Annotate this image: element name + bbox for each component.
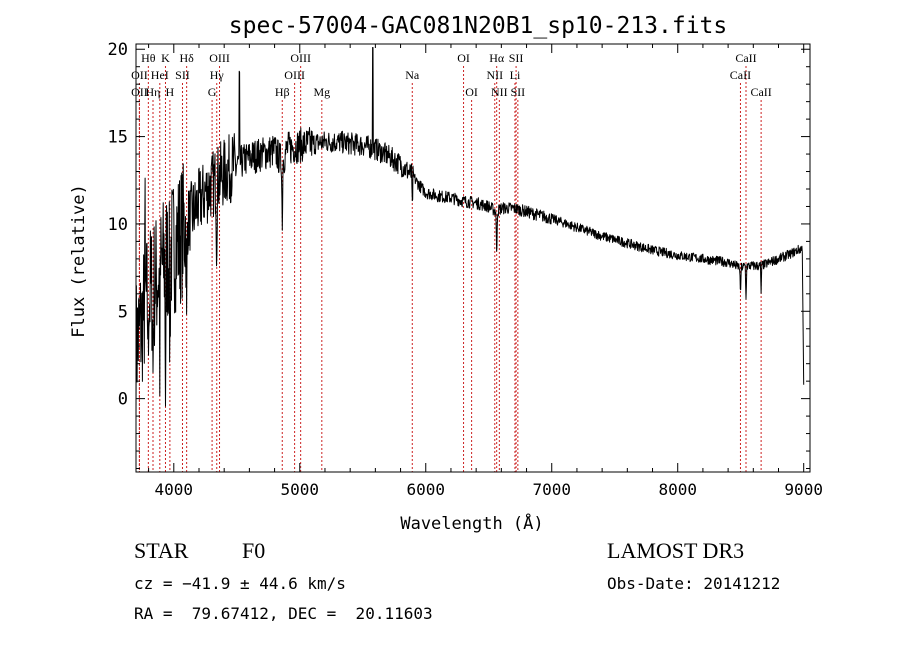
x-tick-label-2: 6000 — [406, 480, 445, 499]
marker-label-2: Hδ — [179, 51, 194, 65]
y-tick-label-2: 10 — [108, 215, 128, 235]
x-tick-label-1: 5000 — [281, 480, 320, 499]
marker-label-5: OI — [457, 51, 470, 65]
marker-label-19: Hη — [146, 85, 161, 99]
plot-axes: 4000 5000 6000 7000 8000 9000 0 5 10 15 20 — [108, 40, 823, 499]
marker-label-6: Hα — [489, 51, 505, 65]
spectrum-series — [135, 47, 805, 417]
marker-label-15: NII — [486, 68, 503, 82]
marker-label-21: G — [208, 85, 217, 99]
marker-label-18: OII — [131, 85, 148, 99]
marker-label-13: OIII — [284, 68, 305, 82]
x-axis-label: Wavelength (Å) — [400, 512, 543, 534]
coordinates-readout: RA = 79.67412, DEC = 20.11603 — [134, 604, 433, 623]
y-tick-label-0: 0 — [118, 390, 128, 410]
x-tick-label-0: 4000 — [155, 480, 194, 499]
marker-label-14: Na — [405, 68, 420, 82]
obs-date: Obs-Date: 20141212 — [607, 574, 781, 593]
marker-label-22: Hβ — [275, 85, 290, 99]
x-tick-label-5: 9000 — [784, 480, 823, 499]
marker-label-1: K — [161, 51, 170, 65]
marker-label-12: Hγ — [210, 68, 225, 82]
y-axis-label: Flux (relative) — [69, 184, 89, 338]
object-class: STAR — [134, 538, 189, 563]
y-tick-label-1: 5 — [118, 302, 128, 322]
plot-frame — [135, 43, 811, 473]
marker-label-25: NII — [491, 85, 508, 99]
line-markers: Hθ K Hδ OIII OIII OI Hα SII CaII OII HeI SII Hγ OIII N… — [131, 51, 772, 472]
y-tick-label-3: 15 — [108, 128, 128, 148]
marker-label-0: Hθ — [141, 51, 156, 65]
marker-label-9: OII — [131, 68, 148, 82]
marker-label-16: Li — [510, 68, 521, 82]
marker-label-17: CaII — [730, 68, 751, 82]
marker-label-26: SII — [511, 85, 526, 99]
marker-label-10: HeI — [151, 68, 169, 82]
x-tick-label-4: 8000 — [658, 480, 697, 499]
x-tick-label-3: 7000 — [532, 480, 571, 499]
marker-label-3: OIII — [209, 51, 230, 65]
object-subclass: F0 — [242, 538, 266, 563]
marker-label-11: SII — [175, 68, 190, 82]
marker-label-27: CaII — [750, 85, 771, 99]
chart-title: spec-57004-GAC081N20B1_sp10-213.fits — [229, 13, 728, 39]
redshift-readout: cz = −41.9 ± 44.6 km/s — [134, 574, 346, 593]
marker-label-23: Mg — [313, 85, 330, 99]
marker-label-8: CaII — [735, 51, 756, 65]
y-tick-label-4: 20 — [108, 40, 128, 60]
marker-label-24: OI — [465, 85, 478, 99]
marker-label-4: OIII — [290, 51, 311, 65]
survey-name: LAMOST DR3 — [607, 538, 745, 563]
spectrum-line — [135, 47, 805, 417]
marker-label-7: SII — [509, 51, 524, 65]
marker-label-20: H — [166, 85, 175, 99]
